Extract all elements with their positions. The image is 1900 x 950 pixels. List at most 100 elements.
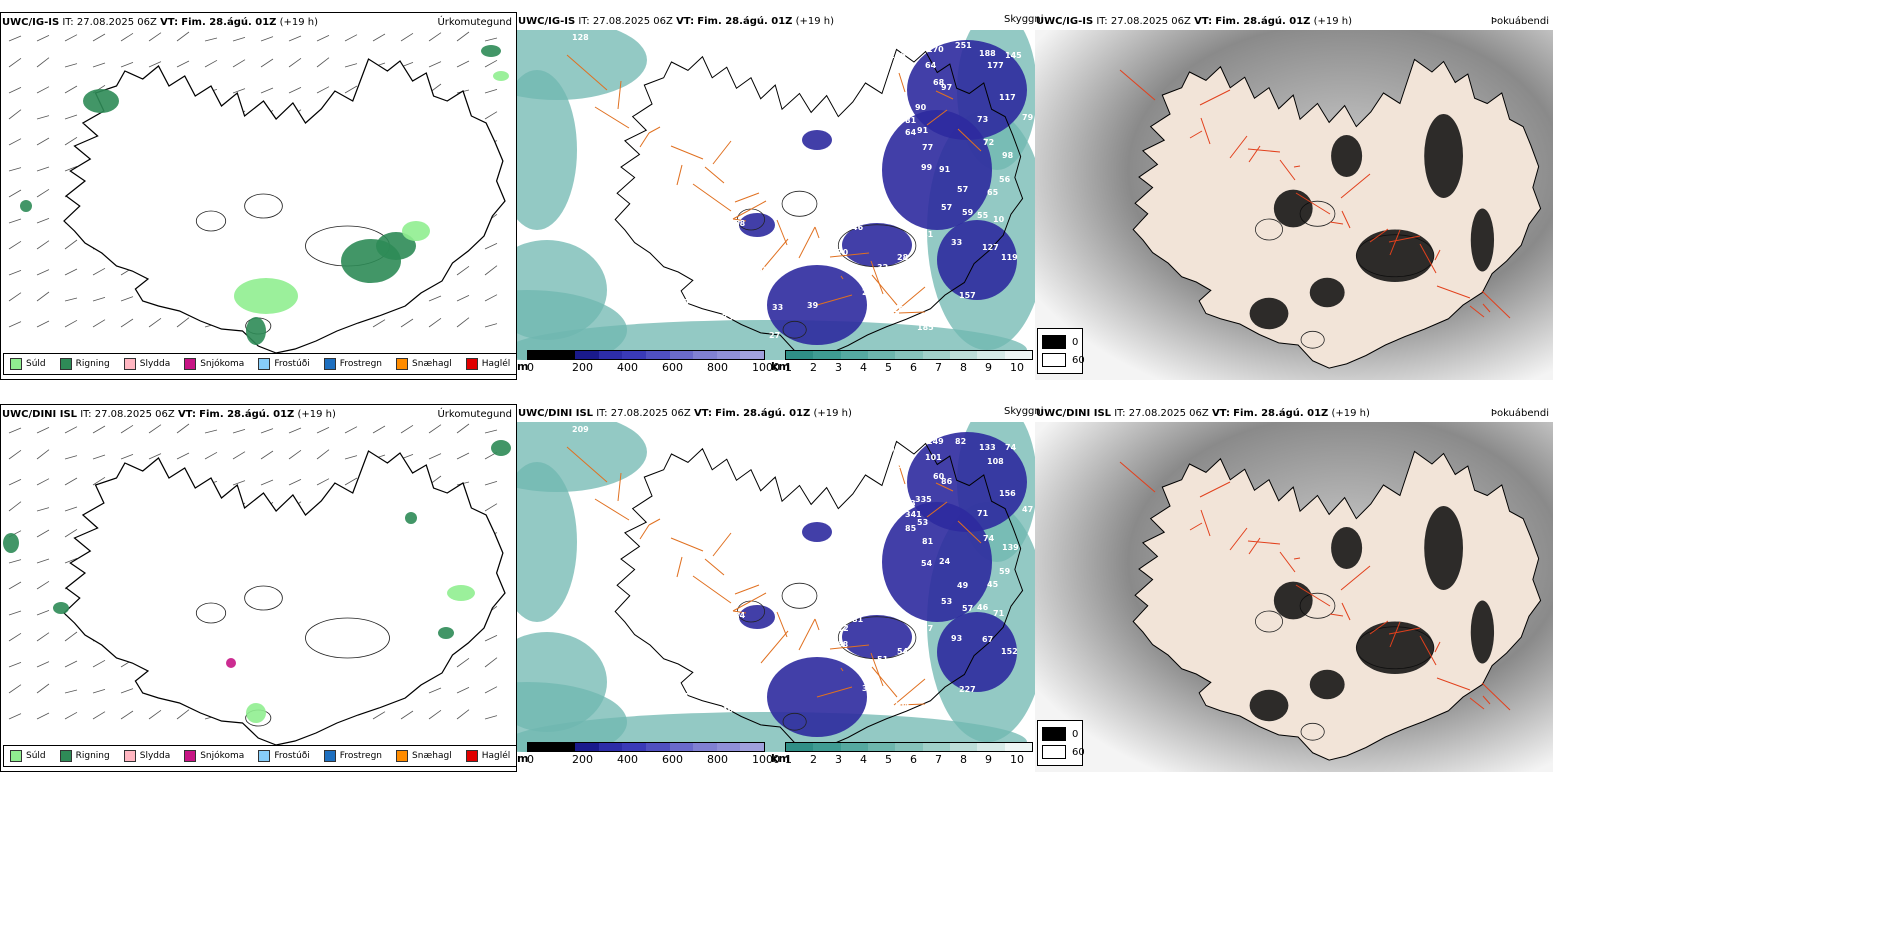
colorbar-unit: m [517, 360, 529, 373]
road-network [566, 54, 982, 314]
visibility-value: 56 [999, 175, 1011, 184]
legend-label: Slydda [139, 359, 171, 369]
colorbar-unit: km [771, 752, 790, 765]
visibility-value: 74 [1005, 443, 1017, 452]
fog-patch [1331, 527, 1363, 569]
visibility-value: 81 [922, 537, 934, 546]
visibility-value: 157 [959, 291, 976, 300]
colorbar-tick: 8 [960, 753, 967, 766]
visibility-value: 156 [999, 489, 1016, 498]
legend-item: Slydda [123, 358, 171, 370]
colorbar-tick: 200 [572, 753, 593, 766]
visibility-value: 60 [712, 243, 724, 252]
visibility-value: 82 [945, 423, 956, 432]
precip-area [246, 317, 266, 345]
legend-swatch [10, 358, 22, 370]
panel-title: UWC/DINI ISL IT: 27.08.2025 06Z VT: Fim.… [1036, 408, 1370, 419]
colorbar-bar [527, 350, 765, 360]
visibility-value: 64 [925, 61, 937, 70]
colorbar-unit: km [771, 360, 790, 373]
visibility-value: 119 [1001, 253, 1018, 262]
panel-field-label: Skyggni [1004, 406, 1044, 417]
visibility-value: 341 [905, 510, 922, 519]
visibility-value: 27 [862, 288, 873, 297]
colorbar-bar [785, 350, 1033, 360]
fog-patch [1424, 506, 1463, 590]
panel-title: UWC/DINI ISL IT: 27.08.2025 06Z VT: Fim.… [2, 409, 336, 420]
legend-item: Snjókoma [184, 358, 244, 370]
visibility-value: 133 [979, 443, 996, 452]
visibility-value: 227 [959, 685, 976, 694]
iceland-coastline [63, 58, 506, 354]
visibility-field [517, 422, 1035, 752]
visibility-value: 263 [945, 30, 962, 38]
legend-item: Frostregn [323, 358, 383, 370]
road-network [1119, 69, 1511, 319]
visibility-value: 139 [1002, 543, 1019, 552]
legend-label: Súld [26, 359, 46, 369]
visibility-value: 335 [915, 495, 932, 504]
visibility-value: 23 [819, 171, 830, 180]
precip-area [83, 89, 119, 113]
colorbar-tick: 600 [662, 361, 683, 374]
legend-swatch [123, 358, 136, 370]
visibility-value: 68 [933, 78, 945, 87]
visibility-value: 64 [905, 128, 917, 137]
visibility-colorbar-m: m 0 200 400 600 800 1000 [517, 742, 780, 768]
visibility-value: 68 [837, 640, 849, 649]
visibility-value: 59 [999, 567, 1011, 576]
road-network [566, 446, 982, 706]
legend-swatch [10, 750, 22, 762]
visibility-value: 112 [832, 624, 849, 633]
visibility-value: 74 [983, 534, 995, 543]
fog-patch [1470, 600, 1495, 664]
legend-label: Rigning [75, 751, 110, 761]
legend-item: Frostúði [258, 750, 310, 762]
legend-label: Slydda [139, 751, 171, 761]
colorbar-tick: 4 [860, 361, 867, 374]
visibility-value: 57 [922, 624, 933, 633]
legend-item: Rigning [59, 358, 110, 370]
visibility-value: 58 [857, 587, 869, 596]
visibility-value: 98 [717, 624, 729, 633]
legend-label: Frostúði [274, 359, 310, 369]
visibility-value: 65 [871, 569, 883, 578]
visibility-colorbar-km: km 1 2 3 4 5 6 7 8 9 10 [771, 350, 1035, 376]
legend-swatch [396, 750, 409, 762]
visibility-value: 81 [852, 615, 864, 624]
colorbar-tick: 9 [985, 753, 992, 766]
visibility-value: 172 [853, 171, 870, 180]
precip-map [3, 423, 511, 746]
fog-patch [1273, 189, 1313, 228]
precip-area [3, 533, 19, 553]
visibility-value: 46 [852, 223, 864, 232]
legend-item: Frostregn [323, 750, 382, 762]
iceland-coastline [614, 440, 1024, 751]
iceland-coastline [1132, 450, 1542, 761]
visibility-value: 87 [832, 228, 843, 237]
legend-item: Snæhagl [396, 750, 452, 762]
visibility-value: 40 [785, 612, 797, 621]
precip-legend: Súld Rigning Slydda Snjókoma Frostúði Frostre… [3, 745, 516, 767]
visibility-value: 70 [837, 248, 849, 257]
legend-label: Frostregn [339, 359, 383, 369]
fog-patch [1331, 135, 1363, 177]
legend-swatch [323, 750, 336, 762]
colorbar-tick: 9 [985, 361, 992, 374]
iceland-coastline [63, 450, 506, 746]
panel-field-label: Úrkomutegund [437, 409, 512, 420]
visibility-value: 82 [955, 437, 966, 446]
panel-field-label: Úrkomutegund [437, 17, 512, 28]
colorbar-tick: 7 [935, 361, 942, 374]
visibility-value: 73 [839, 560, 850, 569]
panel-title: UWC/IG-IS IT: 27.08.2025 06Z VT: Fim. 28… [518, 16, 835, 27]
colorbar-tick: 1 [785, 361, 792, 374]
visibility-value: 60 [717, 228, 729, 237]
visibility-value: 77 [922, 143, 933, 152]
precip-area [493, 71, 509, 81]
visibility-value: 24 [939, 557, 951, 566]
panel-field-label: Þokuábendi [1490, 408, 1549, 419]
panel-ig-visibility: UWC/IG-IS IT: 27.08.2025 06Z VT: Fim. 28… [517, 12, 1035, 380]
